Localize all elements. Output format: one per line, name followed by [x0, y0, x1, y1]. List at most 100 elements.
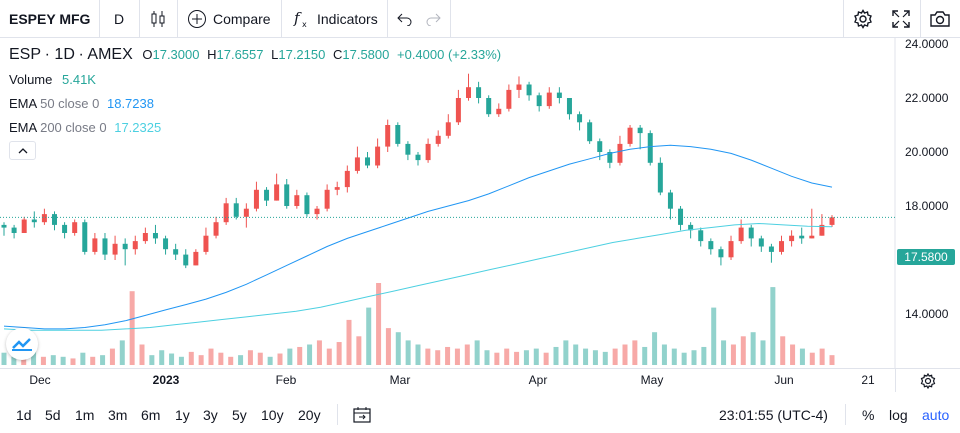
logo-icon[interactable]	[6, 328, 38, 360]
candle	[556, 92, 562, 98]
candle	[102, 238, 108, 255]
time-label: Apr	[528, 373, 548, 387]
range-1m[interactable]: 1m	[75, 406, 95, 423]
snapshot-button[interactable]	[930, 0, 950, 37]
candle	[708, 241, 714, 250]
candle	[657, 162, 663, 193]
candle	[829, 217, 835, 225]
volume-legend[interactable]: Volume 5.41K	[9, 72, 96, 87]
candle	[284, 184, 290, 206]
candle	[72, 222, 78, 233]
candle	[344, 170, 350, 188]
price-axis-label: 14.0000	[905, 307, 949, 321]
volume-bar	[100, 355, 106, 365]
volume-bar	[632, 340, 638, 365]
price-chart[interactable]	[0, 38, 960, 368]
range-6m[interactable]: 6m	[141, 406, 161, 423]
volume-bar	[188, 351, 194, 365]
candle	[506, 89, 512, 109]
volume-value: 5.41K	[62, 72, 96, 87]
candle	[1, 224, 7, 228]
range-20y[interactable]: 20y	[298, 406, 321, 423]
time-label: May	[640, 373, 664, 387]
divider	[139, 0, 140, 37]
log-toggle[interactable]: log	[889, 406, 908, 423]
candle	[566, 98, 572, 115]
volume-bar	[307, 344, 313, 365]
gear-icon	[854, 8, 872, 29]
time-axis[interactable]: Dec 2023 Feb Mar Apr May Jun 21	[0, 368, 895, 392]
volume-bar	[504, 348, 510, 365]
candle	[203, 235, 209, 252]
candle	[637, 127, 643, 134]
volume-bar	[395, 332, 401, 365]
clock-time[interactable]: 23:01:55 (UTC-4)	[719, 406, 828, 423]
settings-button[interactable]	[853, 0, 873, 37]
candle	[587, 122, 593, 142]
svg-text:x: x	[302, 20, 307, 29]
fullscreen-button[interactable]	[892, 0, 910, 37]
collapse-legend-button[interactable]	[9, 141, 36, 160]
chart-type-button[interactable]	[150, 0, 166, 37]
volume-bar	[592, 350, 598, 365]
candle	[425, 143, 431, 161]
time-label: Jun	[774, 373, 794, 387]
last-price-tag: 17.5800	[897, 249, 955, 265]
candle	[779, 241, 785, 252]
volume-bar	[543, 352, 549, 365]
divider	[387, 0, 388, 37]
volume-bar	[711, 307, 717, 365]
ema200-legend[interactable]: EMA 200 close 0 17.2325	[9, 120, 161, 135]
ema200-params: 200 close 0	[40, 120, 107, 135]
interval-button[interactable]: D	[114, 10, 125, 27]
low-value: 17.2150	[278, 47, 326, 62]
volume-bar	[583, 348, 589, 365]
candle	[789, 235, 795, 242]
range-10y[interactable]: 10y	[261, 406, 284, 423]
symbol-search[interactable]: ESPEY MFG	[9, 10, 91, 27]
redo-button[interactable]	[425, 0, 441, 37]
undo-button[interactable]	[397, 0, 413, 37]
candle	[445, 122, 451, 136]
chevron-up-icon	[18, 147, 27, 153]
candle	[354, 157, 360, 171]
date-range-button[interactable]	[353, 396, 371, 433]
range-1y[interactable]: 1y	[175, 406, 190, 423]
divider	[337, 404, 338, 425]
percent-toggle[interactable]: %	[862, 406, 875, 423]
candle	[435, 135, 441, 144]
candle	[536, 95, 542, 107]
volume-bar	[750, 332, 756, 365]
ema50-legend[interactable]: EMA 50 close 0 18.7238	[9, 96, 154, 111]
candle	[294, 195, 300, 206]
chart-pane[interactable]: ESP · 1D · AMEX O17.3000 H17.6557 L17.21…	[0, 37, 960, 368]
legend-exchange: AMEX	[87, 46, 133, 63]
range-3y[interactable]: 3y	[203, 406, 218, 423]
volume-bar	[533, 348, 539, 365]
volume-bar	[612, 348, 618, 365]
divider	[450, 0, 451, 37]
indicators-label: Indicators	[317, 10, 378, 27]
volume-bar	[514, 351, 520, 365]
auto-toggle[interactable]: auto	[922, 406, 950, 423]
candle	[768, 246, 774, 252]
symbol-legend: ESP · 1D · AMEX O17.3000 H17.6557 L17.21…	[9, 46, 502, 63]
compare-button[interactable]: Compare	[187, 0, 271, 37]
axis-settings-button[interactable]	[895, 368, 960, 392]
volume-bar	[790, 344, 796, 365]
close-value: 17.5800	[342, 47, 390, 62]
volume-bar	[247, 350, 253, 365]
volume-bar	[119, 340, 125, 365]
volume-bar	[80, 352, 86, 365]
range-3m[interactable]: 3m	[108, 406, 128, 423]
volume-bar	[356, 336, 362, 365]
candle	[688, 224, 694, 231]
range-5d[interactable]: 5d	[45, 406, 61, 423]
range-1d[interactable]: 1d	[16, 406, 32, 423]
volume-bar	[297, 346, 303, 365]
price-axis-label: 22.0000	[905, 91, 949, 105]
volume-bar	[474, 340, 480, 365]
range-5y[interactable]: 5y	[232, 406, 247, 423]
volume-bar	[208, 348, 214, 365]
